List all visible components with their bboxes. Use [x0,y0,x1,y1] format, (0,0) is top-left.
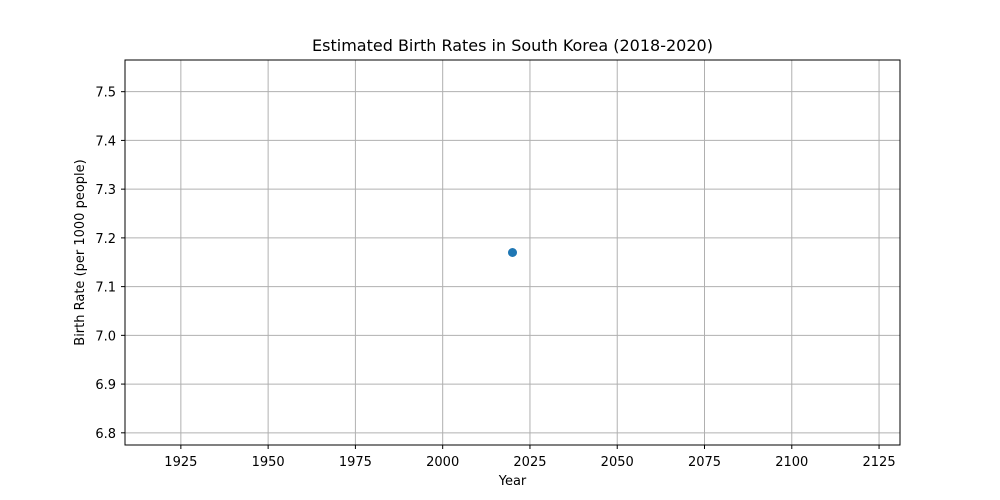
x-tick-label: 1950 [252,455,285,470]
x-tick-label: 1975 [339,455,372,470]
data-point [508,248,517,257]
x-tick-label: 2100 [775,455,808,470]
y-tick-label: 7.5 [95,86,116,101]
grid-layer [125,60,900,445]
y-tick-label: 7.4 [95,134,116,149]
x-tick-label: 2125 [863,455,896,470]
y-tick-label: 7.0 [95,329,116,344]
x-tick-label: 1925 [164,455,197,470]
y-tick-label: 7.1 [95,281,116,296]
y-tick-label: 6.8 [95,427,116,442]
ticks-layer: 1925 1950 1975 2000 2025 2050 2075 2100 2125 6.8 6… [95,86,895,470]
y-tick-label: 7.2 [95,232,116,247]
x-tick-label: 2050 [601,455,634,470]
x-axis-label: Year [498,474,527,489]
y-axis-label: Birth Rate (per 1000 people) [73,159,88,345]
y-tick-label: 7.3 [95,183,116,198]
x-tick-label: 2025 [513,455,546,470]
x-tick-label: 2000 [426,455,459,470]
points-layer [508,248,517,257]
x-tick-label: 2075 [688,455,721,470]
plot-area-frame [124,59,901,446]
y-tick-label: 6.9 [95,378,116,393]
chart-title: Estimated Birth Rates in South Korea (20… [312,36,713,55]
